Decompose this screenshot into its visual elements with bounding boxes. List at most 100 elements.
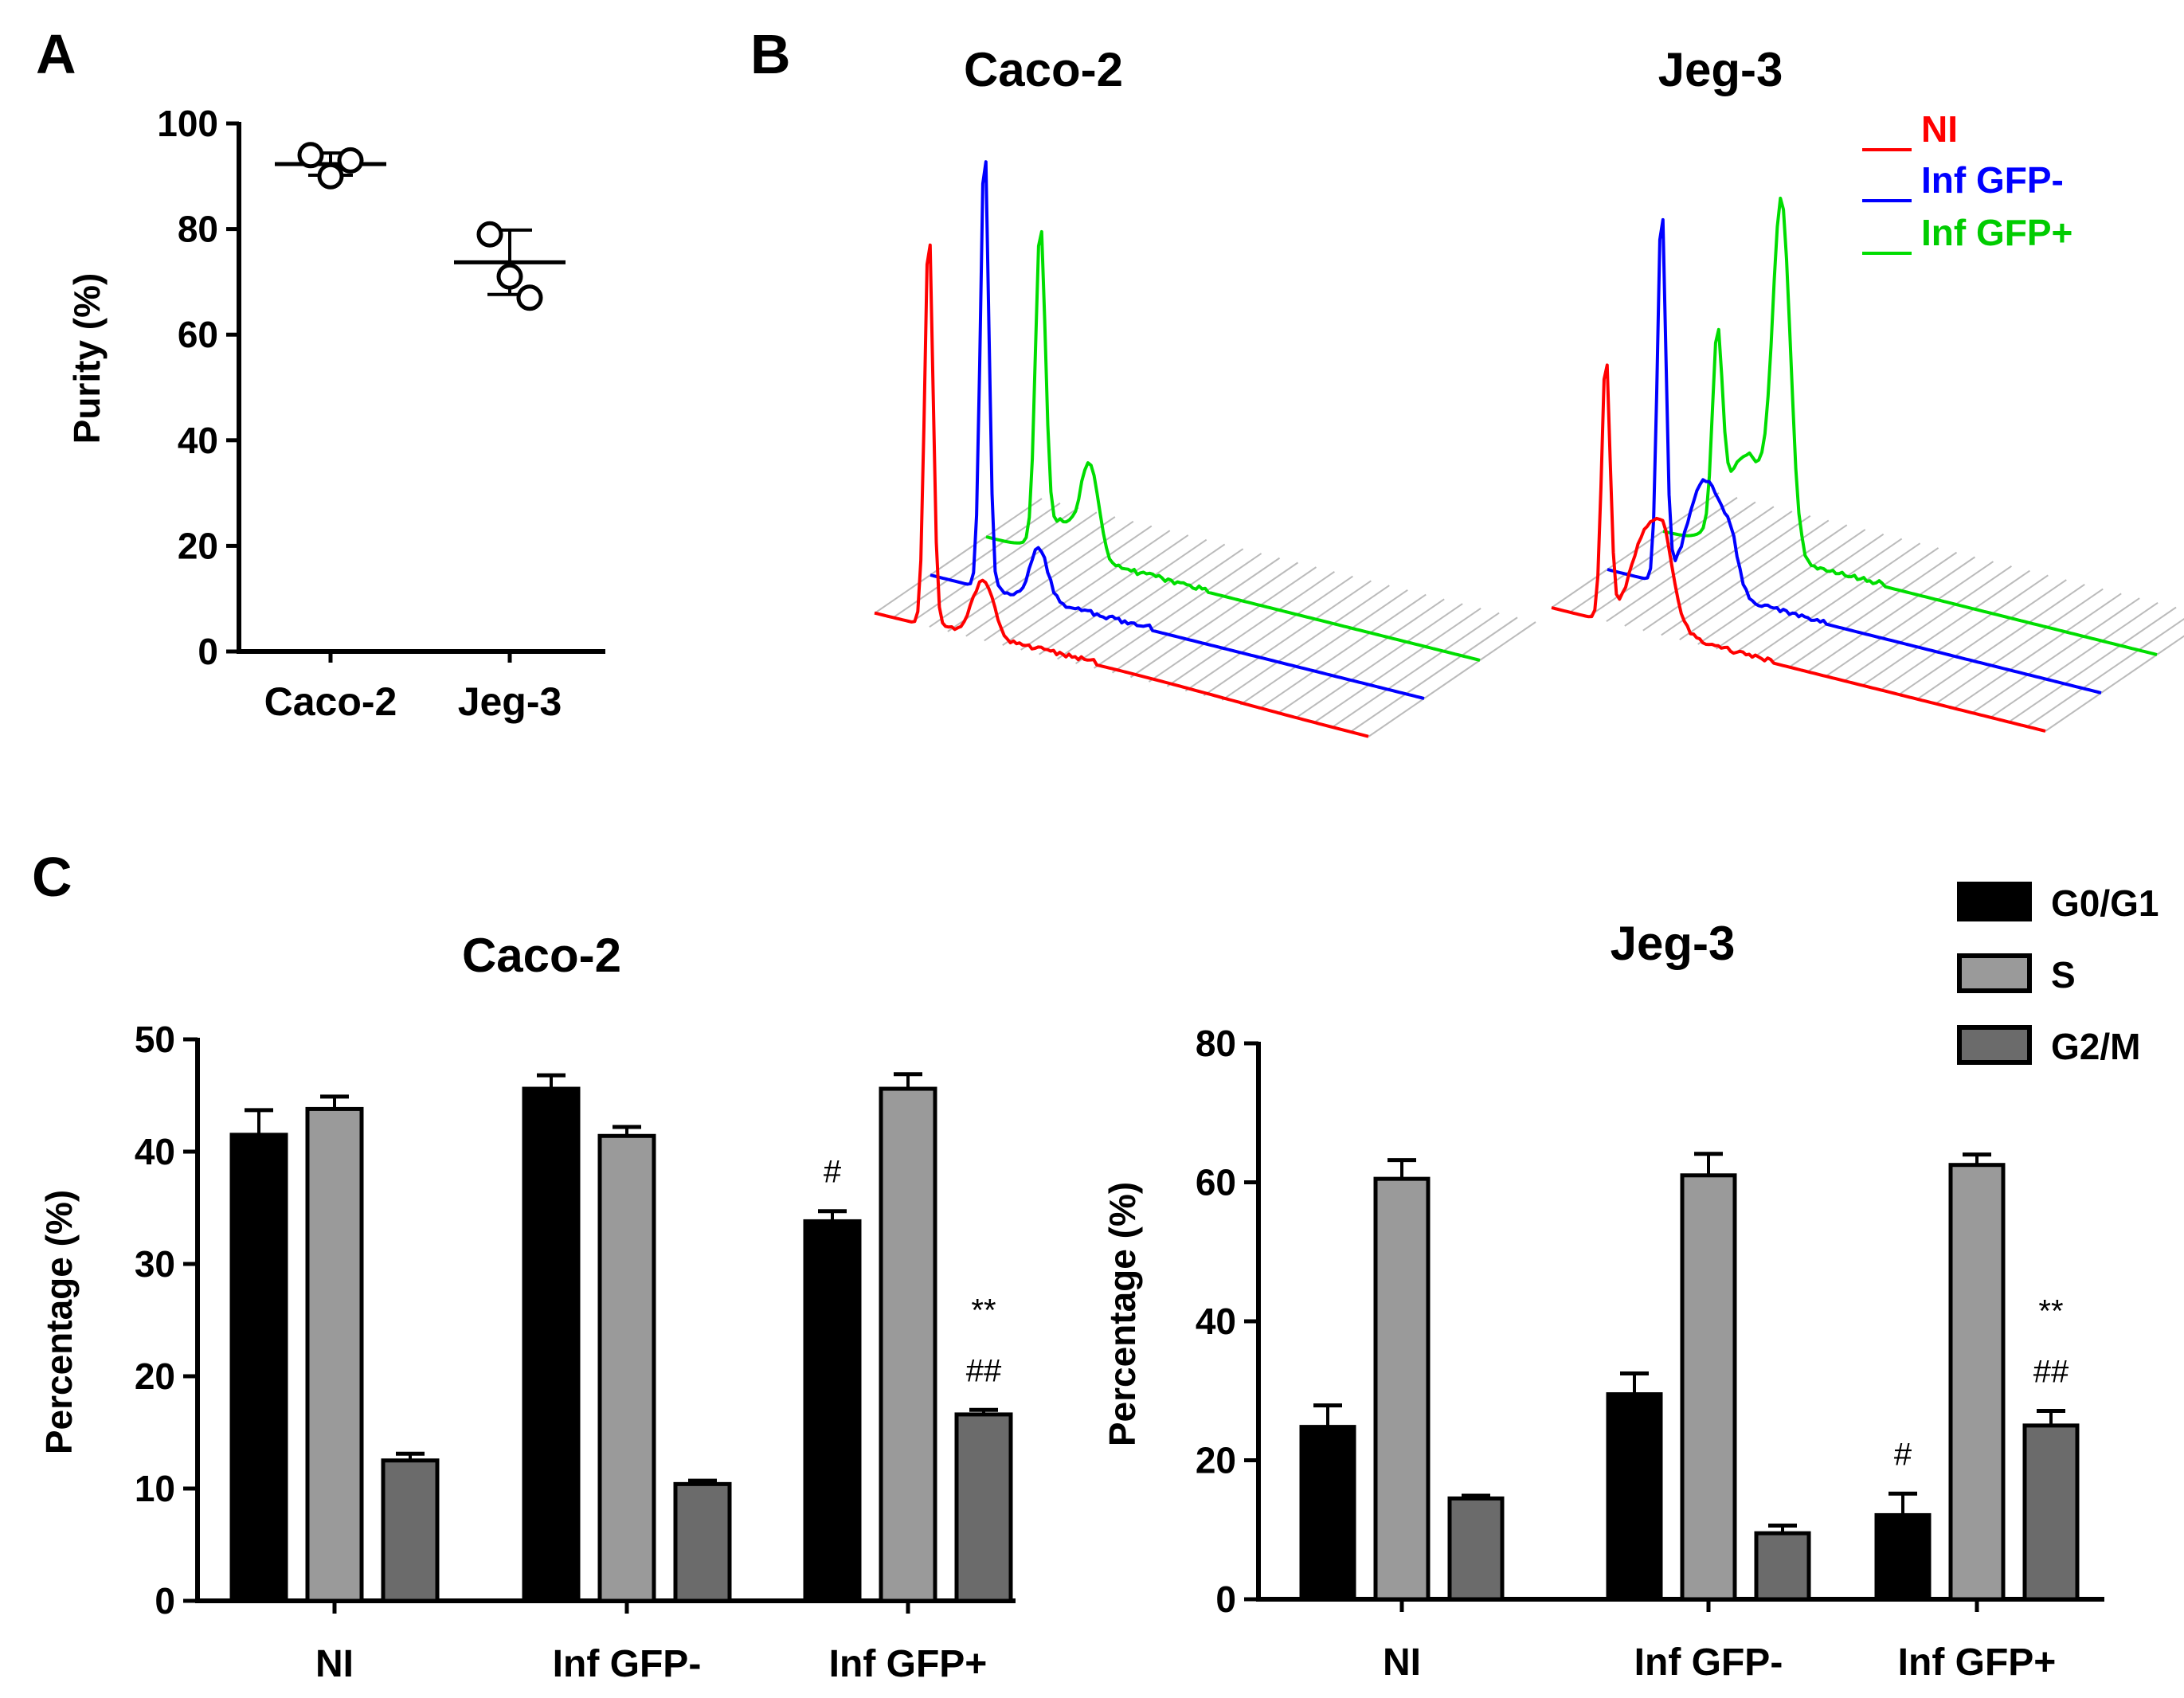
legend-label-g2-m: G2/M [2051, 1026, 2140, 1067]
panel-a-y-tick-label: 0 [198, 631, 218, 672]
panel-b-hatch [2027, 636, 2084, 675]
y-tick-label: 30 [135, 1243, 175, 1285]
panel-b-hatch [984, 601, 1041, 642]
panel-b-hatch [1825, 637, 1883, 677]
y-tick-label: 0 [1215, 1579, 1236, 1620]
panel-b-hatch [2064, 644, 2121, 685]
y-tick-label: 60 [1196, 1162, 1236, 1203]
panel-b-hatch [1442, 612, 1500, 652]
panel-b-hatch [1150, 538, 1207, 579]
panel-b-hatch [1241, 561, 1299, 602]
bar-s-ni [1373, 1176, 1431, 1602]
panel-b-hatch [1845, 538, 1903, 578]
panel-b-histogram-traces [874, 160, 2184, 738]
panel-b-hatch [1350, 641, 1407, 681]
panel-b-hatch [1791, 524, 1848, 565]
panel-a-x-tick-label-caco-2: Caco-2 [264, 679, 397, 724]
panel-b-trace-ni [874, 243, 1369, 738]
panel-b-hatch [1259, 566, 1317, 606]
panel-b-hatch [1129, 638, 1188, 679]
bar-g0-g1-inf-gfp-plus [1874, 1512, 1932, 1602]
panel-a-points [275, 142, 566, 311]
panel-c-title-caco2: Caco-2 [462, 929, 621, 982]
legend-label-inf-gfp-plus: Inf GFP+ [1921, 212, 2072, 253]
panel-b-hatch [1916, 659, 1974, 700]
y-tick-label: 80 [1196, 1023, 1236, 1064]
panel-c-title-jeg3: Jeg-3 [1611, 917, 1736, 970]
panel-b-hatch [2119, 606, 2177, 647]
panel-b-hatch [1093, 629, 1151, 669]
bar-g0-g1-inf-gfp-minus [522, 1086, 581, 1603]
panel-b-hatch [1935, 664, 1992, 705]
bar-s-inf-gfp-plus [1948, 1163, 2006, 1602]
panel-b-hatch [1204, 553, 1262, 593]
bar-g2-m-inf-gfp-minus [1754, 1531, 1811, 1602]
panel-b-legend: NI Inf GFP- Inf GFP+ [1862, 108, 2072, 255]
panel-b-title-caco2: Caco-2 [964, 43, 1123, 96]
panel-b-trace-inf-gfp-plus [985, 229, 1481, 662]
panel-b-trace-inf-gfp-minus [930, 160, 1425, 700]
panel-a-x-tick-label-jeg-3: Jeg-3 [458, 679, 562, 724]
panel-b-hatch [1881, 599, 1939, 639]
panel-b-hatch [1717, 506, 1775, 546]
panel-b-hatch [1114, 530, 1171, 570]
panel-b-hatch [1790, 576, 1847, 616]
panel-a-y-tick-label: 60 [178, 314, 218, 355]
panel-b-hatch [1333, 585, 1390, 624]
panel-b-hatch [1661, 544, 1719, 585]
bar-s-ni [305, 1106, 364, 1603]
panel-b-hatch [1624, 587, 1681, 627]
panel-b-hatch [1095, 525, 1153, 565]
bar-g2-m-ni [1447, 1496, 1505, 1602]
panel-b-hatch [985, 498, 1043, 538]
panel-b-hatch [1276, 675, 1333, 715]
x-tick-label-inf-gfp-minus: Inf GFP- [1634, 1641, 1783, 1684]
panel-b-hatch [1990, 626, 2048, 667]
panel-b-hatch [1862, 594, 1920, 635]
panel-b-hatch [1973, 569, 2030, 610]
panel-b-hatch [1076, 573, 1133, 612]
panel-b-hatch [1880, 651, 1937, 691]
panel-b-hatch [1111, 633, 1169, 674]
panel-b-hatch [2082, 649, 2139, 690]
panel-b-hatch [1351, 589, 1408, 629]
panel-b-hatch [1239, 665, 1297, 706]
panel-b-hatch [1809, 529, 1866, 569]
panel-b-hatch [1843, 642, 1900, 682]
panel-a-point-caco-2 [337, 147, 364, 174]
bar-g0-g1-inf-gfp-minus [1606, 1392, 1663, 1602]
panel-b-hatch [1277, 623, 1334, 663]
panel-a-y-tick-label: 80 [178, 209, 218, 250]
y-tick-label: 0 [155, 1580, 175, 1622]
panel-b-hatch [1149, 591, 1207, 631]
panel-b-hatch [1058, 568, 1115, 608]
panel-b-hatch [1203, 656, 1260, 697]
panel-b-hatch [1806, 632, 1865, 673]
panel-b-hatch [1423, 659, 1481, 699]
panel-b-hatch [1899, 604, 1956, 644]
panel-a-y-tick-label: 40 [178, 420, 218, 461]
x-tick-label-inf-gfp-plus: Inf GFP+ [829, 1643, 988, 1685]
panel-b-hatch [1971, 674, 2029, 714]
panel-b-hatch [1166, 648, 1223, 687]
panel-b-title-jeg3: Jeg-3 [1658, 43, 1783, 96]
panel-b-hatch [1184, 651, 1242, 692]
panel-b-hatch [1991, 574, 2049, 615]
x-tick-label-inf-gfp-minus: Inf GFP- [553, 1643, 702, 1685]
panel-b-hatch [1936, 561, 1994, 601]
y-tick-label: 40 [135, 1131, 175, 1172]
panel-b-hatch [1113, 581, 1170, 622]
panel-b-hatch [1040, 511, 1098, 552]
bar-g2-m-ni [381, 1458, 440, 1603]
panel-b-hatch [1917, 608, 1975, 648]
panel-b-hatch [1771, 571, 1829, 612]
legend-swatch-g0-g1 [1957, 882, 2032, 921]
panel-b-hatch [1187, 548, 1244, 588]
bar-g0-g1-ni [1299, 1425, 1356, 1602]
panel-b-hatch [1680, 549, 1737, 589]
panel-b-hatch [2045, 692, 2102, 732]
significance-annotation: ## [966, 1353, 1002, 1388]
panel-b-hatch [1972, 621, 2029, 662]
panel-c-bar-charts: Caco-2 Jeg-3 0 10 20 30 40 50 NI Inf GFP- Inf GF… [38, 882, 2159, 1685]
